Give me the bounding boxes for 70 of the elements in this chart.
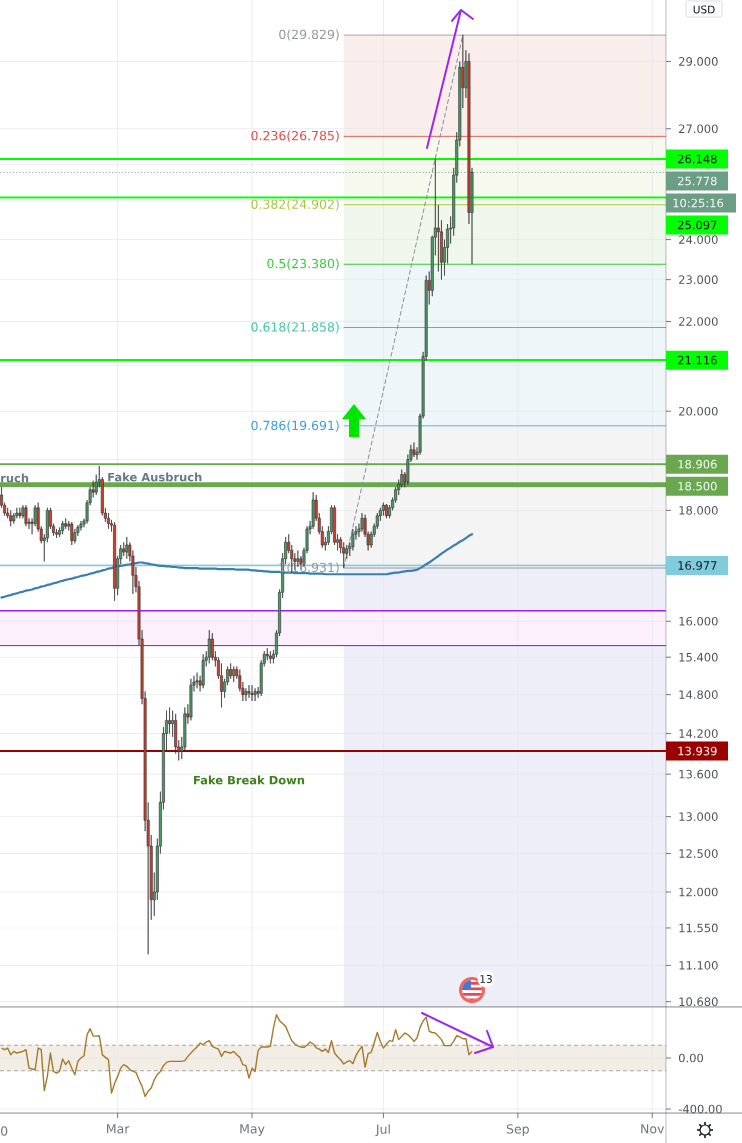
ref-line-label: 0(29.829) bbox=[279, 29, 339, 41]
ref-line-label: 0.236(26.785) bbox=[251, 130, 339, 142]
annotation: Fake Break Down bbox=[194, 775, 305, 785]
y-tick-label: 11.100 bbox=[679, 961, 718, 970]
candlestick bbox=[107, 512, 110, 530]
text: 0 bbox=[1, 1126, 8, 1136]
candlestick bbox=[24, 504, 28, 527]
candlestick bbox=[268, 650, 272, 664]
y-tick-label: 12.500 bbox=[679, 849, 718, 858]
y-tick-label: 12.000 bbox=[679, 887, 718, 897]
y-tick-label: 27.000 bbox=[679, 124, 718, 134]
annotation: 13 bbox=[480, 975, 492, 983]
y-tick-label: 0.00 bbox=[678, 1053, 704, 1063]
ref-line-label: 21.116 bbox=[678, 355, 717, 365]
ref-line-label: 18.906 bbox=[678, 459, 717, 469]
candlestick bbox=[333, 504, 336, 546]
ref-line-label: 13.939 bbox=[678, 746, 717, 756]
ref-line-label: 25.778 bbox=[678, 176, 717, 186]
y-tick-label: 29.000 bbox=[679, 57, 718, 66]
candlestick bbox=[232, 666, 236, 683]
x-tick-label: Jul bbox=[375, 1124, 390, 1137]
candlestick bbox=[253, 688, 257, 702]
ref-line-label: 18.500 bbox=[678, 481, 717, 491]
candlestick bbox=[61, 520, 65, 535]
y-tick-label: -400.00 bbox=[678, 1104, 722, 1114]
y-tick-label: 11.550 bbox=[679, 923, 718, 933]
y-tick-label: 13.000 bbox=[679, 812, 718, 821]
annotation: ruch bbox=[1, 473, 29, 483]
candlestick bbox=[125, 536, 129, 560]
y-tick-label: 13.600 bbox=[679, 769, 718, 779]
y-tick-label: 24.000 bbox=[679, 235, 718, 244]
y-tick-label: 22.000 bbox=[679, 317, 718, 326]
candlestick bbox=[247, 684, 251, 699]
x-tick-label: Mar bbox=[107, 1124, 130, 1134]
y-tick-label: 14.200 bbox=[679, 729, 718, 738]
candlestick bbox=[311, 491, 315, 530]
y-tick-label: 10.680 bbox=[679, 997, 718, 1007]
candlestick bbox=[18, 507, 22, 519]
y-tick-label: 23.000 bbox=[679, 275, 718, 284]
candlestick bbox=[64, 517, 68, 530]
candlestick bbox=[207, 629, 211, 664]
candlestick bbox=[250, 684, 254, 702]
annotation: Fake Ausbruch bbox=[108, 472, 202, 482]
y-tick-label: 14.800 bbox=[679, 690, 718, 699]
ref-line-label: 0.382(24.902) bbox=[251, 199, 339, 211]
candlestick bbox=[385, 503, 388, 519]
y-tick-label: 20.000 bbox=[679, 406, 718, 416]
candlestick bbox=[195, 672, 199, 689]
x-tick-label: Nov bbox=[641, 1124, 665, 1134]
candlestick bbox=[70, 521, 74, 546]
candlestick bbox=[113, 521, 117, 602]
candlestick bbox=[12, 512, 16, 524]
text: 10:25:16 bbox=[673, 198, 724, 208]
ref-line-label: 0.5(23.380) bbox=[267, 258, 339, 270]
ref-line-label: 26.148 bbox=[678, 154, 717, 164]
y-tick-label: 16.000 bbox=[679, 616, 718, 626]
candlestick bbox=[412, 442, 416, 458]
candlestick bbox=[201, 653, 205, 689]
y-axis-title: USD bbox=[693, 5, 715, 14]
candlestick bbox=[9, 510, 13, 527]
candlestick bbox=[55, 528, 58, 539]
candlestick bbox=[189, 678, 193, 721]
ref-line-label: 0.618(21.858) bbox=[251, 322, 339, 334]
ref-line-label: 16.977 bbox=[678, 561, 717, 570]
ref-line-label: 0.786(19.691) bbox=[251, 420, 339, 432]
y-tick-label: 18.000 bbox=[679, 506, 718, 515]
x-tick-label: Sep bbox=[506, 1124, 529, 1137]
ref-line-label: 25.097 bbox=[678, 220, 717, 230]
y-tick-label: 15.400 bbox=[679, 652, 718, 662]
x-tick-label: May bbox=[240, 1124, 265, 1136]
